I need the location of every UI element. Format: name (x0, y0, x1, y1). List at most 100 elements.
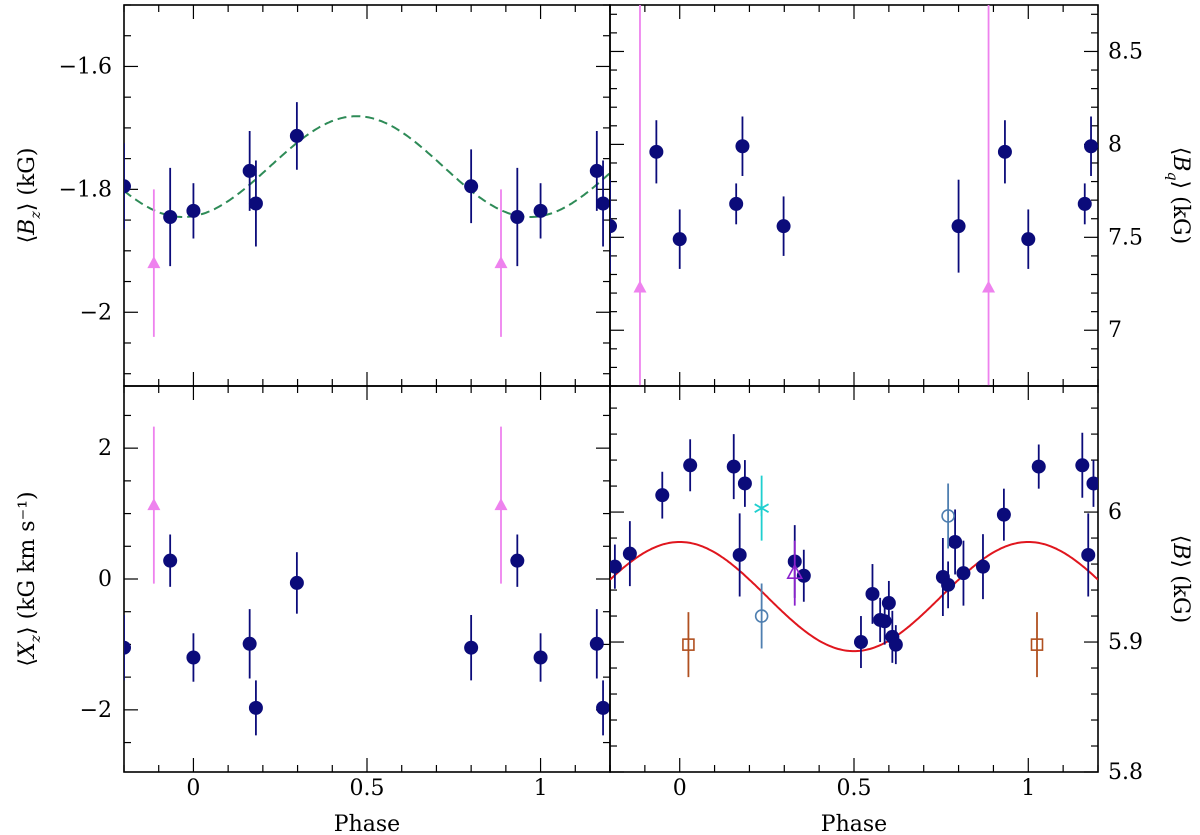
fit-curve (124, 115, 610, 218)
data-point (796, 568, 811, 583)
x-axis-label: Phase (334, 812, 400, 835)
data-point (510, 210, 525, 225)
data-point (464, 179, 479, 194)
y-axis-label: ⟨B⟩ (kG) (1168, 535, 1193, 623)
data-point-triangle (147, 498, 161, 511)
panel-bmod: 0 0.5 1 Phase 5.8 5.9 6 ⟨B⟩ (kG) (609, 385, 1193, 835)
panel-bz: −1.6 −1.8 −2 ⟨Bz⟩ (kG) (15, 4, 611, 387)
data-point (124, 640, 131, 655)
y-tick-label: 7 (1108, 318, 1122, 343)
data-point (732, 547, 747, 562)
x-axis-label: Phase (821, 812, 887, 835)
data-point (464, 640, 479, 655)
data-point (248, 196, 263, 211)
data-point (1077, 196, 1092, 211)
data-point (248, 700, 263, 715)
x-tick-label: 0.5 (837, 776, 872, 801)
y-tick-label: −2 (80, 698, 112, 723)
data-point-open-circle (754, 609, 769, 623)
data-point-triangle (982, 280, 996, 293)
data-point-triangle (633, 280, 647, 293)
data-point-open-circle (941, 509, 955, 523)
data-point (533, 650, 548, 665)
data-point-triangle (494, 256, 508, 269)
data-point (1075, 458, 1090, 473)
data-point-triangle (147, 256, 161, 269)
y-tick-label: 8 (1108, 132, 1122, 157)
data-point (596, 196, 610, 211)
y-tick-label: −1.6 (59, 54, 112, 79)
data-point (242, 636, 257, 651)
x-tick-label: 1 (1021, 776, 1035, 801)
data-point (1021, 232, 1036, 247)
y-tick-label: −1.8 (59, 177, 112, 202)
axes-frame (123, 385, 611, 773)
data-point-open-square (1030, 638, 1044, 651)
data-point (881, 596, 896, 611)
data-point (649, 144, 664, 159)
axes-frame (609, 385, 1099, 773)
data-point (1084, 139, 1098, 154)
data-point (683, 458, 698, 473)
data-point (186, 650, 201, 665)
data-point (956, 566, 971, 581)
data-point (163, 210, 178, 225)
data-point (622, 546, 637, 561)
data-point-triangle (494, 498, 508, 511)
data-point (1086, 476, 1098, 491)
x-tick-label: 0 (186, 776, 200, 801)
y-axis-label: ⟨Xz⟩ (kG km s⁻¹) (15, 491, 44, 666)
data-point (1081, 547, 1096, 562)
x-tick-label: 1 (534, 776, 548, 801)
panel-xz: 0 0.5 1 Phase −2 0 2 ⟨Xz⟩ (kG km s⁻¹) (15, 385, 611, 835)
data-point (948, 534, 963, 549)
data-point (242, 163, 257, 178)
data-point (735, 139, 750, 154)
data-point (289, 575, 304, 590)
data-point (124, 179, 131, 194)
y-tick-label: −2 (80, 300, 112, 325)
data-point (951, 219, 966, 234)
data-point (163, 553, 178, 568)
data-point (996, 507, 1011, 522)
data-point (729, 196, 744, 211)
data-point (589, 163, 604, 178)
y-tick-label: 8.5 (1108, 39, 1143, 64)
data-point (737, 476, 752, 491)
x-tick-label: 0 (673, 776, 687, 801)
data-point (655, 488, 670, 503)
panel-bq: 7 7.5 8 8.5 ⟨Bq⟩ (kG) (609, 4, 1193, 387)
y-tick-label: 0 (98, 567, 112, 592)
axes-frame (609, 4, 1099, 387)
data-point (941, 577, 956, 592)
data-point (610, 559, 622, 574)
data-point (1031, 459, 1046, 474)
data-point (289, 128, 304, 143)
data-point (997, 144, 1012, 159)
y-tick-label: 6 (1108, 500, 1122, 525)
data-point (589, 636, 604, 651)
data-point-star (754, 500, 770, 517)
data-point (610, 219, 617, 234)
data-point-open-triangle (786, 563, 804, 579)
data-point (533, 203, 548, 218)
data-point (186, 203, 201, 218)
data-point-open-square (682, 638, 695, 651)
data-point (510, 553, 525, 568)
y-tick-label: 7.5 (1108, 225, 1143, 250)
y-axis-label: ⟨Bq⟩ (kG) (1164, 147, 1193, 244)
y-tick-label: 5.8 (1108, 760, 1143, 785)
data-point (726, 459, 741, 474)
data-point (672, 232, 687, 247)
axes-frame (123, 4, 611, 387)
fit-curve (610, 541, 1098, 653)
data-point (888, 637, 903, 652)
data-point (975, 559, 990, 574)
data-point (776, 219, 791, 234)
y-tick-label: 5.9 (1108, 630, 1143, 655)
y-axis-label: ⟨Bz⟩ (kG) (15, 148, 44, 244)
data-point (853, 635, 868, 650)
data-point (865, 586, 880, 601)
data-point (596, 700, 610, 715)
